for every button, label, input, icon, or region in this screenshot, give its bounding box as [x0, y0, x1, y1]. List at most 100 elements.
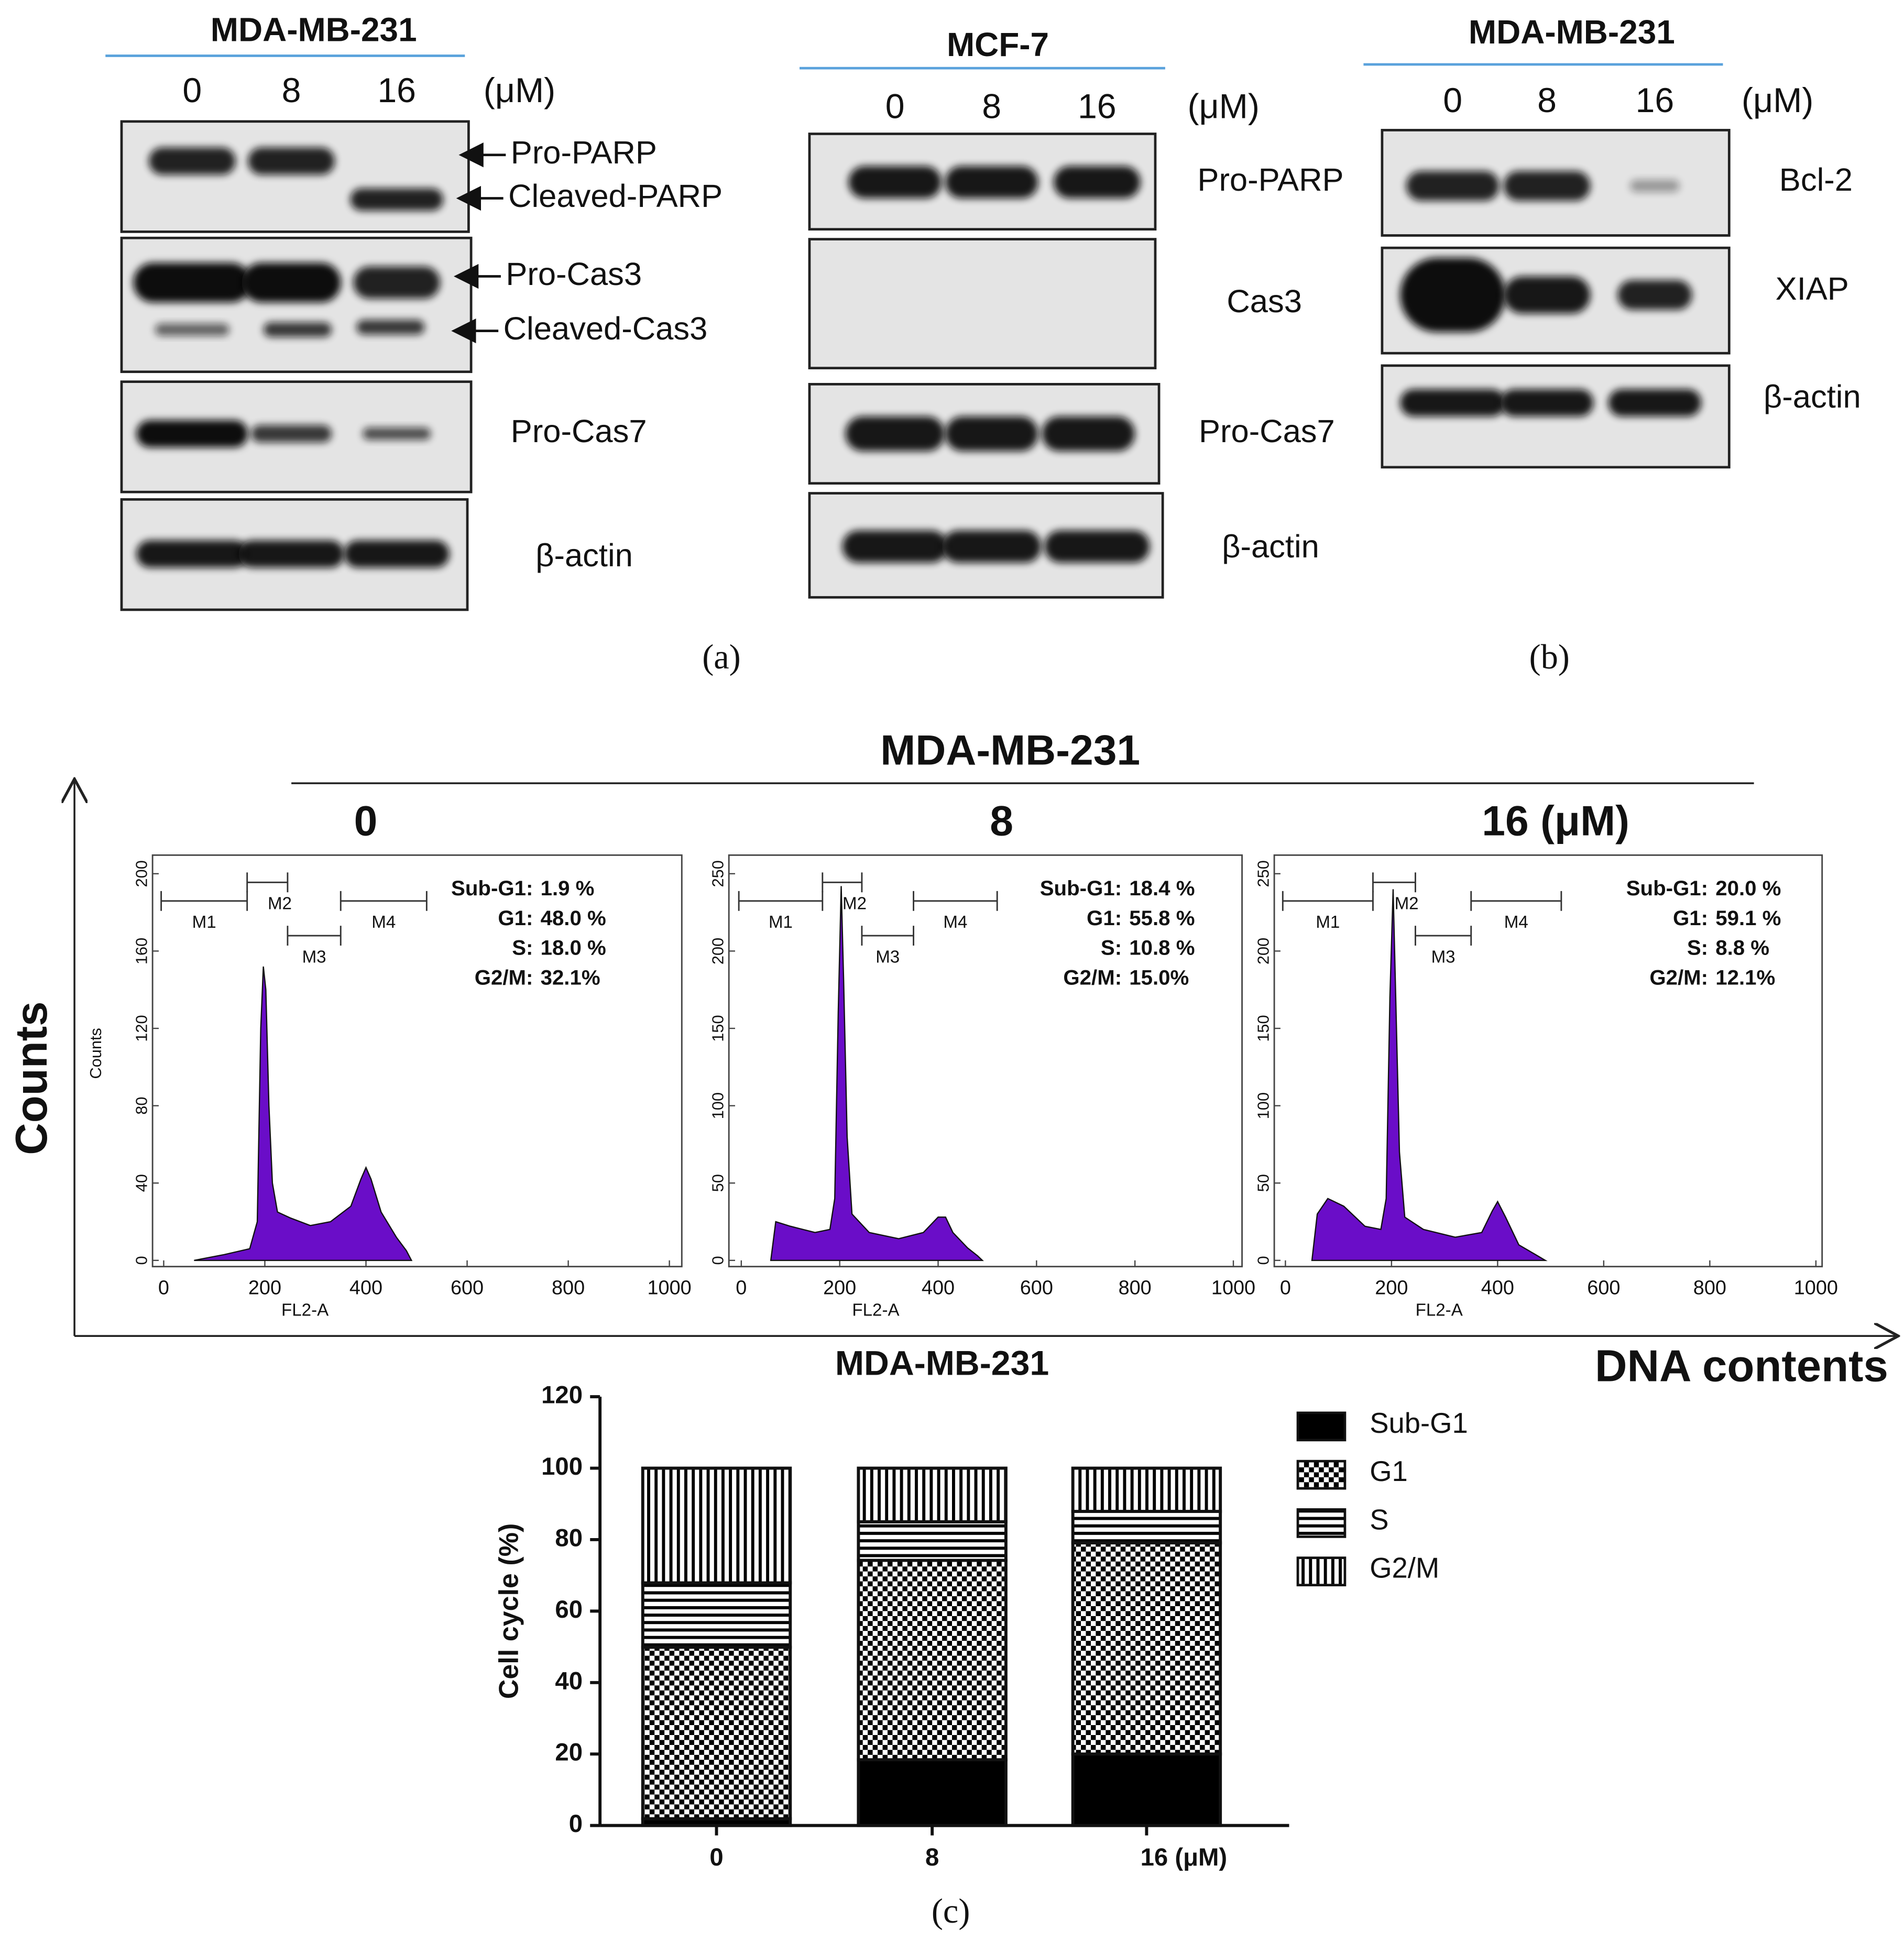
stat-value: 18.0 %: [541, 936, 606, 960]
band: [1406, 171, 1500, 201]
marker-gate: [160, 891, 248, 911]
plot-frame: [151, 854, 683, 1268]
stat-name: G1:: [1673, 906, 1708, 930]
x-tick-label: 400: [1481, 1277, 1514, 1299]
band-label: Pro-PARP: [1197, 162, 1343, 198]
marker-label: M3: [302, 947, 326, 967]
legend-label: Sub-G1: [1370, 1407, 1468, 1439]
marker-label: M3: [876, 947, 900, 967]
x-tick-label: 0: [736, 1277, 747, 1299]
marker-label: M1: [769, 913, 793, 932]
chart-title: 16 (μM): [1482, 797, 1629, 844]
plot-frame: [1273, 854, 1823, 1268]
band-label: Pro-Cas3: [506, 256, 642, 292]
band: [350, 188, 443, 211]
y-tick-label: 120: [541, 1381, 583, 1409]
bar-segment: [1071, 1466, 1222, 1513]
y-tick-label: 150: [708, 1015, 727, 1041]
chart-title: 8: [990, 797, 1013, 844]
x-tick-label: 200: [248, 1277, 281, 1299]
band: [133, 262, 251, 303]
y-tick-label: 80: [555, 1524, 583, 1552]
stat-name: G1:: [1087, 906, 1122, 930]
band: [251, 425, 332, 443]
band-label: Pro-PARP: [511, 135, 657, 171]
band: [1400, 389, 1506, 416]
band-label: Pro-Cas7: [511, 413, 647, 449]
x-tick-label: 1000: [648, 1277, 692, 1299]
histogram-area: [194, 966, 413, 1261]
band: [136, 420, 248, 448]
band-label: Cas3: [1227, 283, 1302, 320]
blot-title: MDA-MB-231: [211, 10, 417, 48]
y-tick-label: 0: [1254, 1256, 1272, 1265]
lane-label: 8: [1537, 81, 1557, 120]
marker-gate: [861, 926, 914, 946]
legend-label: S: [1370, 1504, 1388, 1535]
x-tick-label: 200: [823, 1277, 856, 1299]
stat-value: 15.0%: [1129, 966, 1189, 990]
band: [344, 540, 450, 568]
marker-label: M2: [268, 894, 292, 914]
band: [155, 323, 229, 336]
band-label: Pro-Cas7: [1199, 413, 1335, 449]
stat-name: Sub-G1:: [451, 876, 533, 900]
bar-segment: [857, 1758, 1008, 1827]
bar-segment: [641, 1466, 792, 1585]
y-tick-label: 200: [708, 938, 727, 964]
marker-gate: [1470, 891, 1562, 911]
x-tick-label: 800: [1119, 1277, 1152, 1299]
blot-title: MDA-MB-231: [1469, 13, 1675, 51]
stat-value: 12.1%: [1715, 966, 1775, 990]
marker-label: M4: [371, 913, 396, 932]
stat-name: G2/M:: [1649, 966, 1708, 990]
caption: (a): [702, 638, 741, 676]
stat-name: G2/M:: [1063, 966, 1122, 990]
marker-label: M2: [842, 894, 867, 914]
unit-label: (μM): [1187, 87, 1259, 126]
band: [1400, 258, 1506, 332]
x-tick-label: 0: [158, 1277, 169, 1299]
stat-name: G2/M:: [475, 966, 533, 990]
x-tick-label: 200: [1375, 1277, 1408, 1299]
band: [945, 166, 1038, 199]
y-tick-label: 0: [132, 1256, 150, 1265]
marker-gate: [913, 891, 998, 911]
y-tick-label: 0: [569, 1810, 583, 1838]
band-label: β-actin: [1764, 379, 1861, 415]
stat-name: Sub-G1:: [1040, 876, 1122, 900]
stat-value: 48.0 %: [541, 906, 606, 930]
y-axis-label: Cell cycle (%): [494, 1523, 524, 1699]
stat-value: 59.1 %: [1715, 906, 1781, 930]
legend-swatch: [1296, 1411, 1347, 1442]
histogram-area: [770, 886, 984, 1261]
x-axis-label: FL2-A: [1416, 1301, 1463, 1320]
band: [363, 427, 431, 440]
y-tick-label: 60: [555, 1596, 583, 1623]
y-tick-label: 250: [708, 860, 727, 887]
band: [248, 147, 335, 175]
marker-gate: [246, 872, 289, 893]
legend-swatch: [1296, 1508, 1347, 1538]
y-tick-label: 100: [1254, 1092, 1272, 1119]
x-tick-label: 0: [1280, 1277, 1291, 1299]
band: [1617, 280, 1692, 310]
lane-label: 16: [1636, 81, 1675, 120]
stat-value: 8.8 %: [1715, 936, 1769, 960]
stat-name: S:: [1101, 936, 1122, 960]
stat-value: 55.8 %: [1129, 906, 1195, 930]
band-label: β-actin: [1222, 529, 1319, 565]
bar-segment: [1071, 1510, 1222, 1545]
x-tick-label: 600: [1587, 1277, 1620, 1299]
chart-title: MDA-MB-231: [835, 1344, 1049, 1383]
lane-label: 0: [1443, 81, 1462, 120]
panel-title: MDA-MB-231: [880, 727, 1140, 774]
band: [942, 530, 1042, 563]
marker-label: M1: [1316, 913, 1340, 932]
lane-label: 0: [182, 71, 202, 110]
marker-gate: [822, 872, 863, 893]
x-tick-label: 600: [1020, 1277, 1053, 1299]
x-axis-title: DNA contents: [1595, 1342, 1888, 1391]
band: [842, 530, 948, 563]
